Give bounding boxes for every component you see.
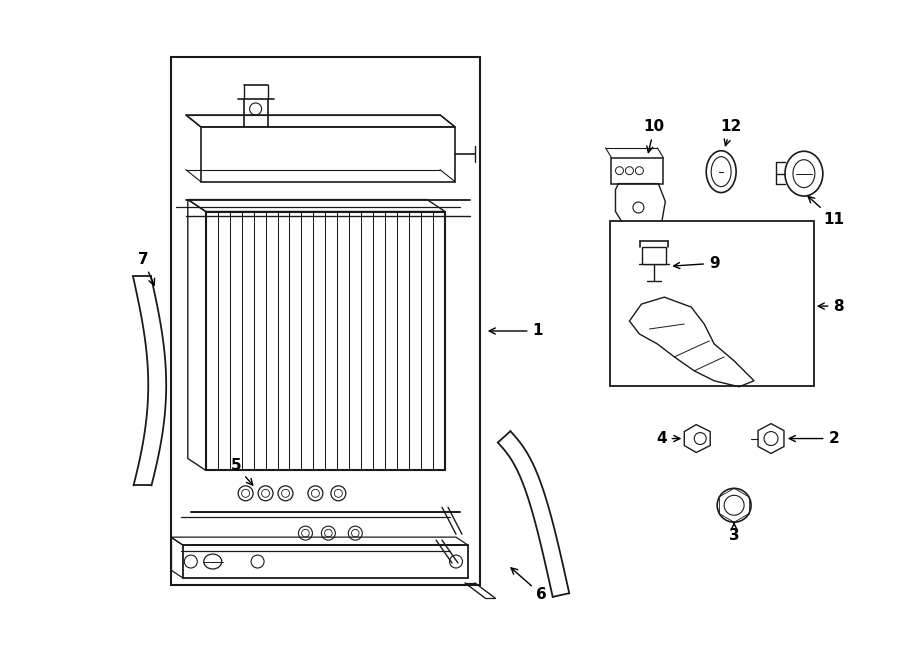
Text: 2: 2 (789, 431, 839, 446)
Text: 12: 12 (721, 120, 742, 145)
Bar (171, 57, 480, 585)
Text: 11: 11 (808, 196, 844, 227)
Bar (609, 221, 814, 386)
Text: 3: 3 (729, 524, 740, 543)
Text: 4: 4 (656, 431, 680, 446)
Text: 6: 6 (511, 568, 547, 602)
Text: 9: 9 (673, 256, 719, 271)
Text: 10: 10 (644, 120, 665, 153)
Bar (643, 247, 666, 264)
Text: 7: 7 (138, 252, 155, 285)
Text: 5: 5 (230, 458, 253, 485)
Text: 8: 8 (818, 299, 844, 313)
Text: 1: 1 (490, 323, 543, 338)
